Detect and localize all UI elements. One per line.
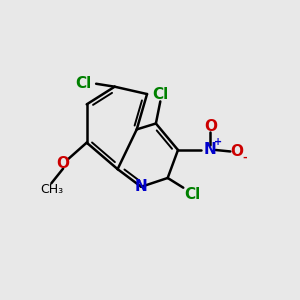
Text: Cl: Cl	[184, 187, 201, 202]
Text: Cl: Cl	[76, 76, 92, 91]
Text: O: O	[57, 156, 70, 171]
Text: N: N	[204, 142, 217, 158]
Text: N: N	[135, 179, 148, 194]
Text: +: +	[214, 137, 222, 147]
Text: -: -	[242, 153, 247, 163]
Text: Cl: Cl	[152, 87, 168, 102]
Text: CH₃: CH₃	[40, 183, 63, 196]
Text: O: O	[230, 144, 243, 159]
Text: O: O	[204, 119, 217, 134]
